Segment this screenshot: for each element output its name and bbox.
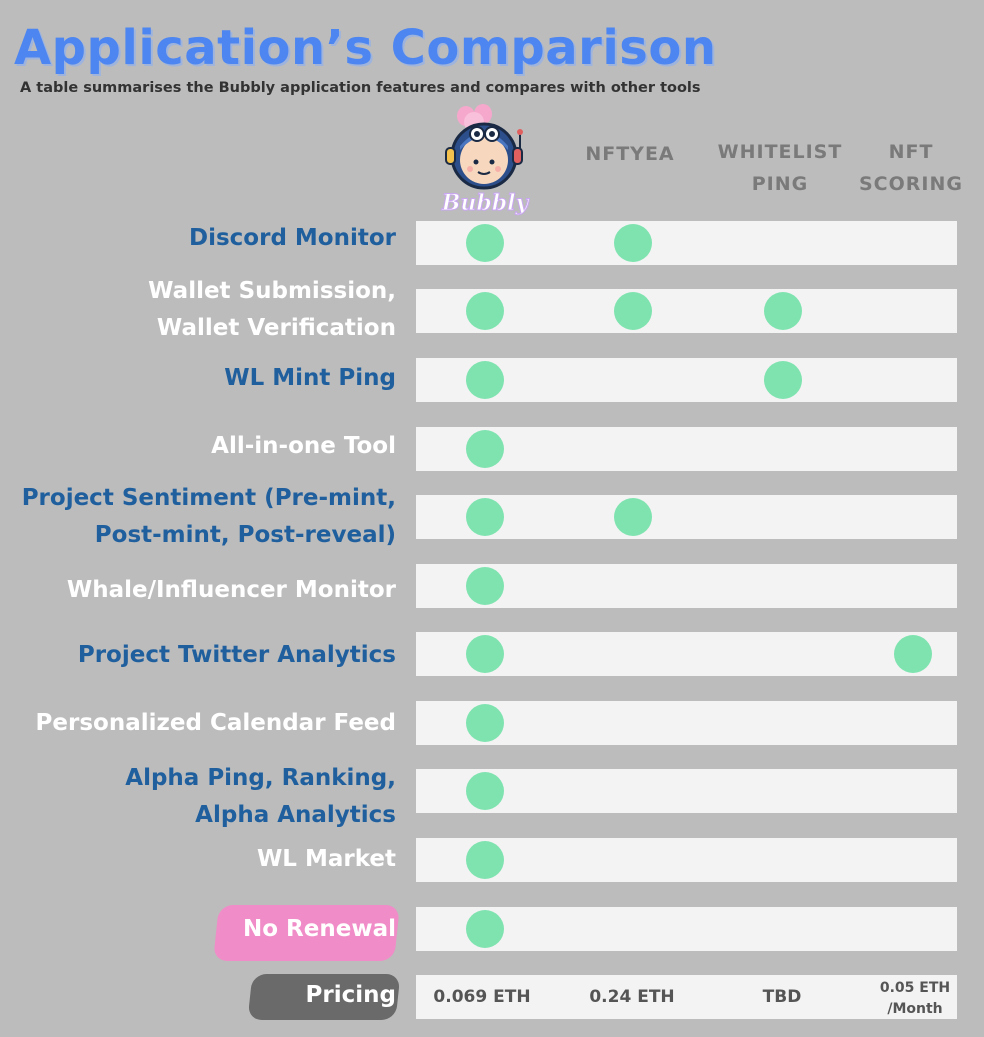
svg-text:Bubbly: Bubbly: [441, 190, 530, 216]
price-whitelist-ping: TBD: [716, 987, 848, 1007]
table-row: [416, 495, 957, 539]
price-line1: TBD: [762, 987, 802, 1007]
row-label-line1: Discord Monitor: [189, 225, 396, 251]
row-label-line1: WL Mint Ping: [224, 365, 396, 391]
price-nftyea: 0.24 ETH: [566, 987, 698, 1007]
column-header-whitelist-ping: WHITELIST PING: [710, 136, 850, 200]
row-label-line1: WL Market: [256, 846, 396, 872]
table-row: [416, 289, 957, 333]
page-subtitle: A table summarises the Bubbly applicatio…: [20, 80, 701, 96]
table-row: [416, 769, 957, 813]
row-label-line2: Alpha Analytics: [195, 802, 396, 828]
check-dot: [894, 635, 932, 673]
check-dot: [466, 704, 504, 742]
price-line1: 0.069 ETH: [433, 987, 531, 1007]
price-nft-scoring: 0.05 ETH /Month: [856, 978, 974, 1020]
row-label: WL Mint Ping: [224, 360, 396, 397]
column-header-nftyea: NFTYEA: [580, 138, 680, 170]
price-line1: 0.24 ETH: [589, 987, 675, 1007]
row-label: Personalized Calendar Feed: [36, 705, 396, 742]
row-label: Whale/Influencer Monitor: [67, 572, 396, 609]
column-header-line1: NFT: [888, 141, 934, 163]
table-row: [416, 701, 957, 745]
table-row: [416, 632, 957, 676]
row-label-line1: Wallet Submission,: [148, 278, 396, 304]
page-title: Application’s Comparison: [14, 20, 717, 76]
check-dot: [614, 292, 652, 330]
check-dot: [764, 292, 802, 330]
table-row: [416, 564, 957, 608]
check-dot: [466, 430, 504, 468]
row-label: Alpha Ping, Ranking, Alpha Analytics: [125, 760, 396, 834]
column-header-line1: WHITELIST: [717, 141, 843, 163]
check-dot: [466, 910, 504, 948]
row-label: WL Market: [257, 841, 396, 878]
row-label-line2: Wallet Verification: [156, 315, 396, 341]
check-dot: [466, 772, 504, 810]
row-label-line1: No Renewal: [243, 916, 396, 942]
check-dot: [614, 498, 652, 536]
check-dot: [466, 292, 504, 330]
column-header-line2: SCORING: [859, 173, 963, 195]
row-label-pricing: Pricing: [306, 977, 396, 1014]
check-dot: [614, 224, 652, 262]
check-dot: [466, 635, 504, 673]
row-label-line1: Personalized Calendar Feed: [35, 710, 396, 736]
table-row: [416, 427, 957, 471]
bubbly-mascot-icon: Bubbly: [440, 104, 531, 220]
row-label-line1: Whale/Influencer Monitor: [66, 577, 396, 603]
row-label-line1: All-in-one Tool: [211, 433, 396, 459]
row-label-line2: Post-mint, Post-reveal): [94, 522, 396, 548]
table-row: [416, 907, 957, 951]
check-dot: [764, 361, 802, 399]
price-line2: /Month: [887, 1001, 943, 1017]
row-label: Project Twitter Analytics: [78, 637, 396, 674]
check-dot: [466, 841, 504, 879]
column-header-line2: PING: [751, 173, 809, 195]
price-bubbly: 0.069 ETH: [416, 987, 548, 1007]
row-label-line1: Alpha Ping, Ranking,: [125, 765, 396, 791]
row-label: Discord Monitor: [189, 220, 396, 257]
column-header-line1: NFTYEA: [585, 143, 675, 165]
check-dot: [466, 567, 504, 605]
row-label: Wallet Submission, Wallet Verification: [148, 273, 396, 347]
row-label: All-in-one Tool: [211, 428, 396, 465]
row-label-line1: Project Sentiment (Pre-mint,: [21, 485, 396, 511]
table-row: [416, 838, 957, 882]
check-dot: [466, 361, 504, 399]
row-label: Project Sentiment (Pre-mint, Post-mint, …: [22, 480, 396, 554]
pricing-row: [416, 975, 957, 1019]
check-dot: [466, 498, 504, 536]
table-row: [416, 358, 957, 402]
pricing-label: Pricing: [305, 982, 396, 1008]
row-label-no-renewal: No Renewal: [243, 911, 396, 948]
table-row: [416, 221, 957, 265]
column-header-nft-scoring: NFT SCORING: [855, 136, 967, 200]
check-dot: [466, 224, 504, 262]
row-label-line1: Project Twitter Analytics: [77, 642, 396, 668]
price-line1: 0.05 ETH: [879, 980, 951, 996]
